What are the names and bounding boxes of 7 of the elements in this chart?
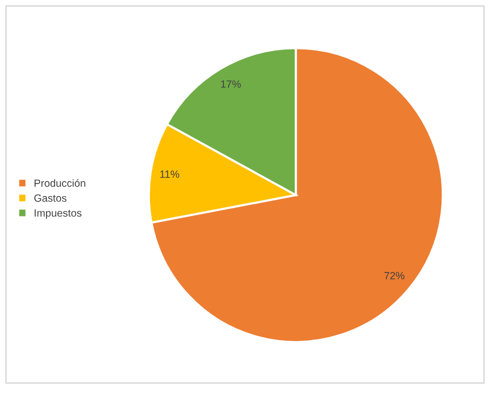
legend-label: Producción — [34, 179, 86, 187]
legend-label: Impuestos — [34, 209, 82, 219]
legend-label: Gastos — [34, 194, 66, 202]
pie-slice — [150, 47, 444, 344]
data-label: 11% — [160, 170, 180, 178]
data-label: 17% — [221, 80, 241, 88]
data-label: 72% — [384, 272, 404, 280]
